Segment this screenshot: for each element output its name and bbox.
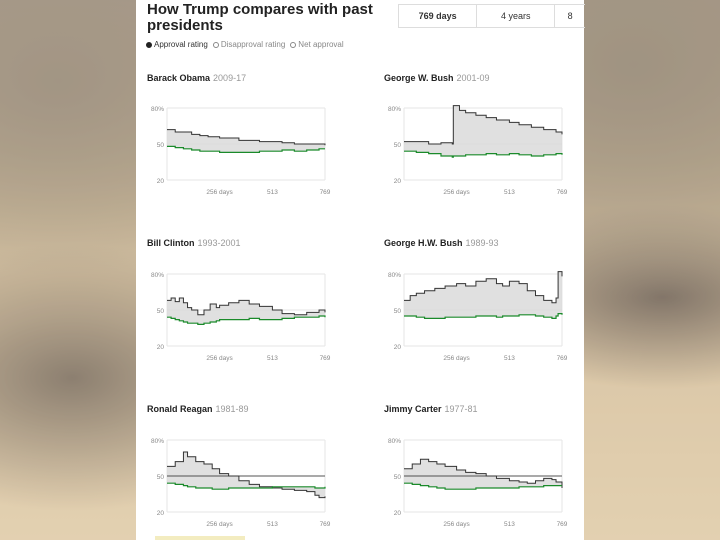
x-tick-label: 769 [557,521,568,528]
disapproval-line [167,129,326,146]
x-tick-label: 513 [504,521,515,528]
x-tick-label: 769 [320,355,331,362]
chart-title-clinton: Bill Clinton 1993-2001 [147,238,241,248]
approval-line [167,145,325,153]
chart-title-ghw-bush: George H.W. Bush 1989-93 [384,238,499,248]
president-name: George W. Bush [384,73,454,83]
y-tick-label: 80% [151,272,164,279]
gap-fill-area [404,105,562,158]
bottom-highlight [155,536,245,540]
disapproval-line [167,297,326,316]
chart-title-carter: Jimmy Carter 1977-81 [384,404,478,414]
chart-reagan: 80% 50 20 256 days 513 769 [151,438,331,528]
y-tick-label: 20 [157,510,165,517]
y-tick-label: 50 [394,142,402,149]
x-tick-label: 256 days [443,189,470,196]
y-tick-label: 80% [388,272,401,279]
president-years: 2001-09 [456,73,490,83]
approval-line [167,482,326,490]
y-tick-label: 80% [388,106,401,113]
legend-net-approval[interactable]: Net approval [290,40,344,49]
chart-obama: 80% 50 20 256 days 513 769 [151,106,331,196]
disapproval-line [404,458,563,488]
x-tick-label: 256 days [443,355,470,362]
president-years: 1981-89 [215,404,249,414]
x-tick-label: 513 [267,355,278,362]
y-tick-label: 20 [394,510,402,517]
disapproval-line [404,105,563,145]
y-tick-label: 80% [151,106,164,113]
x-tick-label: 513 [504,189,515,196]
gap-fill-area [167,452,325,498]
y-tick-label: 20 [394,344,402,351]
y-tick-label: 50 [157,142,165,149]
radio-selected-icon [146,41,152,48]
chart-ghw-bush: 80% 50 20 256 days 513 769 [388,271,568,362]
chart-title-obama: Barack Obama 2009-17 [147,73,246,83]
president-years: 1989-93 [465,238,499,248]
tab-4-years[interactable]: 4 years [477,5,556,27]
x-tick-label: 769 [557,355,568,362]
x-tick-label: 256 days [206,521,233,528]
gap-fill-area [167,298,325,325]
legend-net-label: Net approval [298,40,344,49]
page-title: How Trump compares with past presidents [147,1,373,34]
approval-line [404,482,562,490]
legend-disapproval-label: Disapproval rating [220,40,286,49]
x-tick-label: 769 [320,189,331,196]
president-name: Jimmy Carter [384,404,442,414]
y-tick-label: 20 [394,178,402,185]
gap-fill-area [404,271,562,319]
x-tick-label: 513 [267,521,278,528]
gap-fill-area [404,459,562,490]
president-years: 1977-81 [444,404,478,414]
approval-line [404,150,563,158]
y-tick-label: 20 [157,178,165,185]
comparison-panel: How Trump compares with past presidents … [136,0,585,540]
x-tick-label: 513 [267,189,278,196]
chart-clinton: 80% 50 20 256 days 513 769 [151,272,331,362]
president-years: 1993-2001 [197,238,241,248]
disapproval-line [167,451,326,499]
time-range-tabs: 769 days 4 years 8 [398,4,585,28]
chart-title-reagan: Ronald Reagan 1981-89 [147,404,249,414]
y-tick-label: 50 [157,474,165,481]
x-tick-label: 256 days [206,189,233,196]
president-name: George H.W. Bush [384,238,463,248]
president-name: Barack Obama [147,73,211,83]
chart-gw-bush: 80% 50 20 256 days 513 769 [388,105,568,196]
x-tick-label: 513 [504,355,515,362]
x-tick-label: 769 [320,521,331,528]
metric-legend: Approval rating Disapproval rating Net a… [146,40,349,49]
approval-line [404,313,563,319]
y-tick-label: 50 [157,308,165,315]
chart-title-gw-bush: George W. Bush 2001-09 [384,73,490,83]
tab-8-years[interactable]: 8 [567,11,573,21]
president-name: Bill Clinton [147,238,195,248]
president-years: 2009-17 [213,73,247,83]
tab-769-days[interactable]: 769 days [399,5,478,27]
y-tick-label: 20 [157,344,165,351]
approval-line [167,315,326,325]
y-tick-label: 50 [394,474,402,481]
y-tick-label: 50 [394,308,402,315]
legend-approval-label: Approval rating [154,40,208,49]
gap-fill-area [167,129,325,153]
radio-unselected-icon [212,41,219,48]
radio-unselected-icon [290,41,297,48]
x-tick-label: 769 [557,189,568,196]
y-tick-label: 80% [388,438,401,445]
disapproval-line [404,271,563,304]
x-tick-label: 256 days [443,521,470,528]
legend-disapproval[interactable]: Disapproval rating [212,40,286,49]
y-tick-label: 80% [151,438,164,445]
chart-carter: 80% 50 20 256 days 513 769 [388,438,568,528]
president-name: Ronald Reagan [147,404,213,414]
x-tick-label: 256 days [206,355,233,362]
legend-approval[interactable]: Approval rating [146,40,208,49]
